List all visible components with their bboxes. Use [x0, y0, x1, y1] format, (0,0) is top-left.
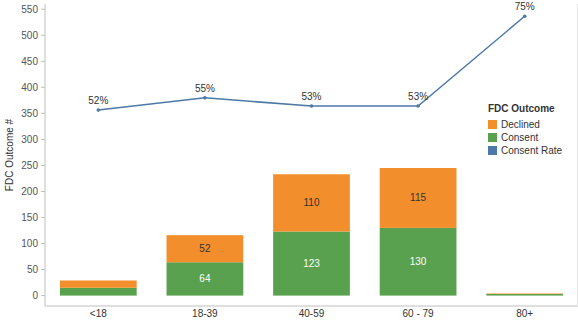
y-tick-label: 500: [21, 30, 38, 41]
bar-label: 115: [410, 192, 426, 203]
legend: FDC Outcome Declined Consent Consent Rate: [488, 103, 563, 156]
line: [98, 16, 524, 110]
line-label: 52%: [88, 95, 108, 106]
line-label: 55%: [195, 83, 215, 94]
y-tick: [41, 191, 45, 192]
y-axis-title: FDC Outcome #: [4, 118, 15, 191]
y-tick: [41, 139, 45, 140]
line-point: [523, 14, 527, 18]
line-point: [416, 104, 420, 108]
y-tick: [41, 295, 45, 296]
y-tick-label: 50: [27, 264, 39, 275]
data-labels: 64 52 123 110 130 115 52% 55% 53% 53% 75%: [88, 1, 535, 284]
y-tick: [41, 113, 45, 114]
bar-segment: [380, 228, 457, 296]
x-tick-label: 18-39: [192, 308, 218, 319]
y-tick-label: 200: [21, 186, 38, 197]
bar-segment: [60, 288, 137, 296]
legend-label: Declined: [501, 119, 540, 130]
chart-svg: 0 50 100 150 200 250 300 350 400 450 500 550 FDC Out…: [0, 0, 578, 322]
y-tick-label: 450: [21, 56, 38, 67]
bar-segment: [60, 280, 137, 287]
y-tick-label: 400: [21, 82, 38, 93]
x-tick-label: 60 - 79: [403, 308, 435, 319]
y-tick: [41, 165, 45, 166]
bar-label: 64: [199, 273, 211, 284]
y-tick-label: 350: [21, 108, 38, 119]
line-point: [97, 108, 101, 112]
bar-label: 110: [304, 197, 320, 208]
x-axis-line: [45, 306, 578, 307]
y-tick: [41, 35, 45, 36]
legend-swatch: [488, 133, 497, 142]
plot-area: [60, 14, 563, 295]
legend-label: Consent Rate: [501, 145, 563, 156]
y-tick-label: 0: [32, 290, 38, 301]
bar-segment: [273, 232, 350, 296]
y-tick: [41, 269, 45, 270]
y-axis-line: [45, 4, 46, 306]
bar-segment: [167, 235, 244, 262]
line-label: 75%: [515, 1, 535, 12]
legend-swatch: [488, 120, 497, 129]
y-tick: [41, 217, 45, 218]
line-point: [310, 104, 314, 108]
bar-segment: [273, 174, 350, 231]
chart-container: 0 50 100 150 200 250 300 350 400 450 500 550 FDC Out…: [0, 0, 578, 322]
y-tick-label: 250: [21, 160, 38, 171]
legend-label: Consent: [501, 132, 538, 143]
y-tick: [41, 87, 45, 88]
line-label: 53%: [408, 91, 428, 102]
y-tick-label: 100: [21, 238, 38, 249]
x-tick-label: <18: [90, 308, 107, 319]
bar-segment: [167, 262, 244, 295]
y-tick-label: 150: [21, 212, 38, 223]
x-tick-label: 80+: [516, 308, 533, 319]
legend-title: FDC Outcome: [488, 103, 555, 114]
bar-label: 123: [303, 258, 320, 269]
line-point: [203, 96, 207, 100]
y2-axis-line: [577, 4, 578, 306]
line-label: 53%: [301, 91, 321, 102]
bar-segment: [486, 293, 563, 295]
bar-label: 52: [199, 243, 211, 254]
x-tick-label: 40-59: [299, 308, 325, 319]
y-tick: [41, 243, 45, 244]
y-tick: [41, 9, 45, 10]
bar-segment: [380, 168, 457, 228]
y-tick: [41, 61, 45, 62]
y-tick-label: 300: [21, 134, 38, 145]
bar-label: 130: [410, 256, 427, 267]
y-tick-label: 550: [21, 4, 38, 15]
legend-swatch: [488, 146, 497, 155]
bar-segment: [486, 294, 563, 296]
